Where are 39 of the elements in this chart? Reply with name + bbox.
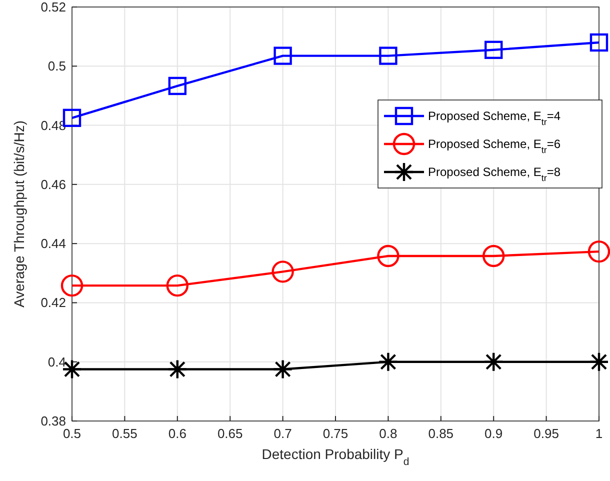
point	[168, 76, 186, 96]
x-axis-title: Detection Probability P$_{d}$	[262, 446, 410, 468]
point	[378, 352, 398, 372]
x-tick-label: 0.85	[428, 426, 454, 441]
point	[482, 244, 505, 268]
y-tick-label: 0.52	[40, 0, 66, 14]
y-tick-label: 0.44	[40, 236, 66, 252]
x-tick-label: 0.5	[62, 426, 82, 441]
y-tick-label: 0.46	[40, 176, 66, 192]
legend-label: Proposed Scheme, E$_{tr}$=4	[428, 109, 561, 127]
point	[274, 46, 292, 65]
x-tick-label: 0.55	[112, 426, 138, 441]
point	[484, 352, 504, 372]
point	[588, 352, 610, 372]
point	[272, 359, 293, 380]
point	[484, 40, 503, 59]
y-tick-label: 0.4	[48, 354, 66, 370]
y-tick-label: 0.5	[48, 58, 66, 74]
x-tick-label: 0.75	[322, 426, 348, 441]
legend-label: Proposed Scheme, E$_{tr}$=8	[428, 165, 561, 183]
point	[272, 260, 294, 283]
y-axis-title: Average Throughput (bit/s/Hz)	[11, 120, 27, 308]
point	[379, 46, 398, 65]
x-tick-label: 0.65	[217, 426, 243, 441]
x-tick-label: 0.8	[379, 426, 398, 441]
y-tick-label: 0.38	[40, 414, 66, 428]
point	[167, 359, 188, 380]
point	[60, 274, 84, 297]
x-tick-label: 0.9	[484, 426, 503, 441]
legend-label: Proposed Scheme, E$_{tr}$=6	[428, 137, 561, 155]
x-tick-label: 1	[595, 426, 603, 441]
point	[377, 244, 400, 268]
point	[588, 240, 610, 263]
point	[166, 274, 188, 297]
point	[590, 33, 608, 52]
x-tick-label: 0.7	[274, 426, 292, 441]
x-tick-label: 0.95	[534, 426, 559, 441]
x-tick-label: 0.6	[168, 426, 186, 441]
y-tick-label: 0.42	[40, 295, 66, 310]
